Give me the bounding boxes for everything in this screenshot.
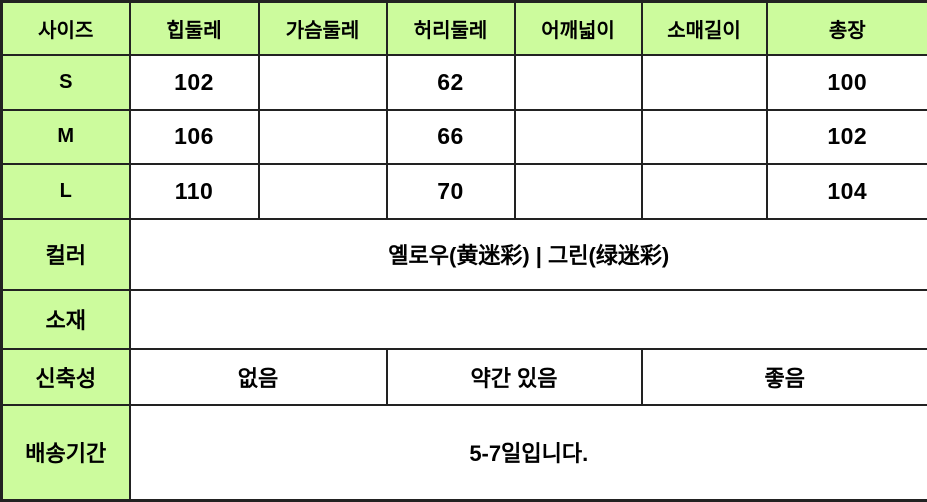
cell-stretch-good: 좋음 <box>642 349 927 405</box>
cell-m-shoulder <box>515 110 642 164</box>
cell-l-sleeve <box>642 164 767 219</box>
table-row-size-s: S 102 62 100 <box>2 55 927 110</box>
col-header-chest: 가슴둘레 <box>259 2 387 55</box>
col-header-size: 사이즈 <box>2 2 130 55</box>
cell-s-shoulder <box>515 55 642 110</box>
cell-s-sleeve <box>642 55 767 110</box>
cell-s-hip: 102 <box>130 55 259 110</box>
cell-l-chest <box>259 164 387 219</box>
col-header-sleeve: 소매길이 <box>642 2 767 55</box>
table-row-size-m: M 106 66 102 <box>2 110 927 164</box>
cell-l-length: 104 <box>767 164 927 219</box>
row-label-s: S <box>2 55 130 110</box>
cell-s-length: 100 <box>767 55 927 110</box>
cell-l-waist: 70 <box>387 164 515 219</box>
table-row-shipping: 배송기간 5-7일입니다. <box>2 405 927 501</box>
table-row-color: 컬러 옐로우(黄迷彩) | 그린(绿迷彩) <box>2 219 927 290</box>
cell-m-hip: 106 <box>130 110 259 164</box>
cell-stretch-slight: 약간 있음 <box>387 349 642 405</box>
cell-shipping-value: 5-7일입니다. <box>130 405 927 501</box>
table-header-row: 사이즈 힙둘레 가슴둘레 허리둘레 어깨넓이 소매길이 총장 <box>2 2 927 55</box>
row-label-color: 컬러 <box>2 219 130 290</box>
table-row-size-l: L 110 70 104 <box>2 164 927 219</box>
cell-s-waist: 62 <box>387 55 515 110</box>
cell-m-chest <box>259 110 387 164</box>
cell-m-sleeve <box>642 110 767 164</box>
cell-stretch-none: 없음 <box>130 349 387 405</box>
col-header-length: 총장 <box>767 2 927 55</box>
cell-material-value <box>130 290 927 349</box>
cell-color-value: 옐로우(黄迷彩) | 그린(绿迷彩) <box>130 219 927 290</box>
table-row-stretch: 신축성 없음 약간 있음 좋음 <box>2 349 927 405</box>
col-header-waist: 허리둘레 <box>387 2 515 55</box>
cell-s-chest <box>259 55 387 110</box>
row-label-m: M <box>2 110 130 164</box>
cell-l-hip: 110 <box>130 164 259 219</box>
col-header-shoulder: 어깨넓이 <box>515 2 642 55</box>
row-label-material: 소재 <box>2 290 130 349</box>
cell-m-length: 102 <box>767 110 927 164</box>
row-label-stretch: 신축성 <box>2 349 130 405</box>
cell-l-shoulder <box>515 164 642 219</box>
row-label-shipping: 배송기간 <box>2 405 130 501</box>
table-row-material: 소재 <box>2 290 927 349</box>
row-label-l: L <box>2 164 130 219</box>
col-header-hip: 힙둘레 <box>130 2 259 55</box>
cell-m-waist: 66 <box>387 110 515 164</box>
